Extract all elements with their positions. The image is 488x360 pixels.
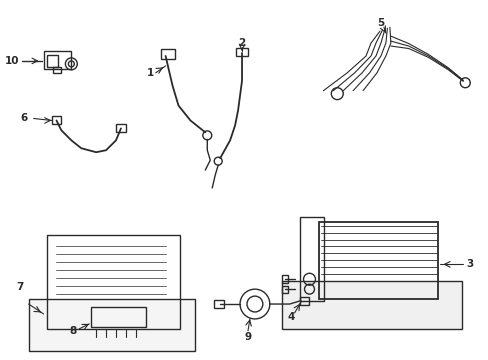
Bar bbox=[91, 307, 145, 327]
Bar bbox=[236, 48, 247, 56]
Bar bbox=[46, 235, 180, 329]
Text: 2: 2 bbox=[238, 38, 245, 48]
Bar bbox=[281, 286, 287, 293]
Text: 7: 7 bbox=[16, 282, 23, 292]
Bar bbox=[51, 117, 61, 125]
Bar bbox=[43, 51, 71, 69]
Bar bbox=[214, 300, 224, 308]
Bar bbox=[281, 275, 287, 283]
Bar bbox=[299, 297, 309, 305]
Bar bbox=[29, 299, 195, 351]
Text: 9: 9 bbox=[244, 332, 251, 342]
Text: 5: 5 bbox=[377, 18, 384, 28]
Text: 10: 10 bbox=[4, 56, 19, 66]
Bar bbox=[53, 67, 61, 73]
Text: 3: 3 bbox=[466, 259, 473, 269]
Bar bbox=[299, 217, 324, 301]
Text: 6: 6 bbox=[20, 113, 27, 123]
Text: 8: 8 bbox=[70, 326, 77, 336]
Bar bbox=[46, 55, 59, 67]
Bar bbox=[319, 222, 438, 299]
Text: 4: 4 bbox=[287, 312, 295, 322]
Text: 1: 1 bbox=[147, 68, 154, 78]
Bar bbox=[161, 49, 174, 59]
Bar bbox=[116, 125, 126, 132]
Bar bbox=[281, 281, 461, 329]
